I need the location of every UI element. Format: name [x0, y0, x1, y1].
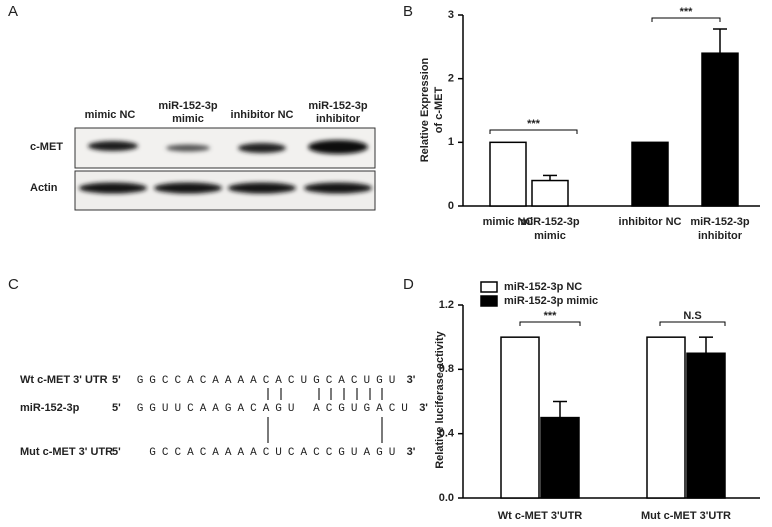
y-tick-label: 2	[448, 73, 454, 85]
panel-label: A	[8, 3, 18, 20]
bar	[540, 416, 580, 499]
band	[228, 182, 296, 194]
band	[154, 182, 222, 194]
y-tick-label: 1	[448, 136, 454, 148]
bar	[686, 352, 726, 499]
panel-label: B	[403, 3, 413, 20]
bar	[489, 141, 527, 207]
panel-label: C	[8, 276, 19, 293]
row-label: c-MET	[30, 141, 63, 153]
sequence-segment: GU	[376, 447, 401, 459]
band	[308, 140, 368, 154]
band	[166, 144, 210, 152]
sequence-segment: GU ACGUGAC	[275, 403, 401, 415]
bar	[701, 52, 739, 207]
x-tick-label: Mut c-MET 3'UTR	[641, 510, 731, 522]
sequence-segment: ACC	[301, 447, 339, 459]
sequence-segment: U	[401, 403, 414, 415]
sequence-segment: U	[275, 447, 288, 459]
five-prime: 5'	[112, 402, 121, 414]
x-tick-label: inhibitor	[698, 230, 743, 242]
lane-label: inhibitor	[316, 113, 361, 125]
significance-bracket	[519, 321, 581, 326]
x-tick-label: inhibitor NC	[619, 216, 682, 228]
sequence-segment: G	[338, 447, 351, 459]
y-axis-label: of c-MET	[433, 87, 445, 134]
x-tick-label: Wt c-MET 3'UTR	[498, 510, 583, 522]
legend-label: miR-152-3p NC	[504, 281, 582, 293]
y-axis-label: Relative luciferase activity	[434, 330, 446, 468]
blot	[74, 127, 376, 211]
significance-label: ***	[680, 6, 694, 18]
lane-label: mimic NC	[85, 109, 136, 121]
x-tick-label: miR-152-3p	[520, 216, 580, 228]
sequence-label: miR-152-3p	[20, 402, 80, 414]
bar	[646, 336, 686, 499]
significance-bracket	[489, 129, 578, 134]
legend-swatch	[480, 295, 498, 307]
significance-label: N.S	[683, 310, 701, 322]
significance-bracket	[659, 321, 726, 326]
bar	[500, 336, 540, 499]
error-bar	[543, 174, 557, 181]
bar	[631, 141, 669, 207]
sequence-segment: GCCACAAAAC	[137, 447, 276, 459]
sequence-segment: U	[389, 375, 402, 387]
lane-label: mimic	[172, 113, 204, 125]
lane-label: inhibitor NC	[231, 109, 294, 121]
three-prime: 3'	[419, 402, 428, 414]
sequence-label: Mut c-MET 3' UTR	[20, 446, 113, 458]
sequence-label: Wt c-MET 3' UTR	[20, 374, 108, 386]
error-bar	[699, 336, 713, 354]
five-prime: 5'	[112, 374, 121, 386]
significance-bracket	[651, 17, 721, 22]
x-tick-label: mimic	[534, 230, 566, 242]
three-prime: 3'	[407, 374, 416, 386]
pairing-lines	[267, 388, 383, 443]
legend-swatch	[480, 281, 498, 293]
x-tick-label: mimic NC	[483, 216, 534, 228]
band	[88, 141, 138, 151]
sequence-segment: C	[288, 447, 301, 459]
band	[238, 143, 286, 153]
panel-label: D	[403, 276, 414, 293]
band	[304, 182, 372, 194]
five-prime: 5'	[112, 446, 121, 458]
lane-label: miR-152-3p	[158, 100, 218, 112]
significance-label: ***	[544, 310, 558, 322]
bar	[531, 179, 569, 207]
legend-label: miR-152-3p mimic	[504, 295, 598, 307]
y-tick-label: 3	[448, 9, 454, 21]
y-tick-label: 0.8	[439, 363, 454, 375]
band	[79, 182, 147, 194]
sequence-segment: GGCCACAAAA	[137, 375, 263, 387]
three-prime: 3'	[407, 446, 416, 458]
lane-label: miR-152-3p	[308, 100, 368, 112]
significance-label: ***	[527, 118, 541, 130]
sequence-segment: CACUGCACUG	[263, 375, 389, 387]
row-label: Actin	[30, 182, 58, 194]
y-tick-label: 1.2	[439, 299, 454, 311]
y-tick-label: 0.0	[439, 492, 454, 504]
x-tick-label: miR-152-3p	[690, 216, 750, 228]
y-tick-label: 0	[448, 200, 454, 212]
error-bar	[713, 28, 727, 54]
sequence-segment: GGUUCAAGACA	[137, 403, 276, 415]
bands	[79, 140, 372, 194]
y-tick-label: 0.4	[439, 428, 455, 440]
error-bar	[553, 400, 567, 418]
sequence-segment: UA	[351, 447, 376, 459]
y-axis-label: Relative Expression	[419, 57, 431, 162]
